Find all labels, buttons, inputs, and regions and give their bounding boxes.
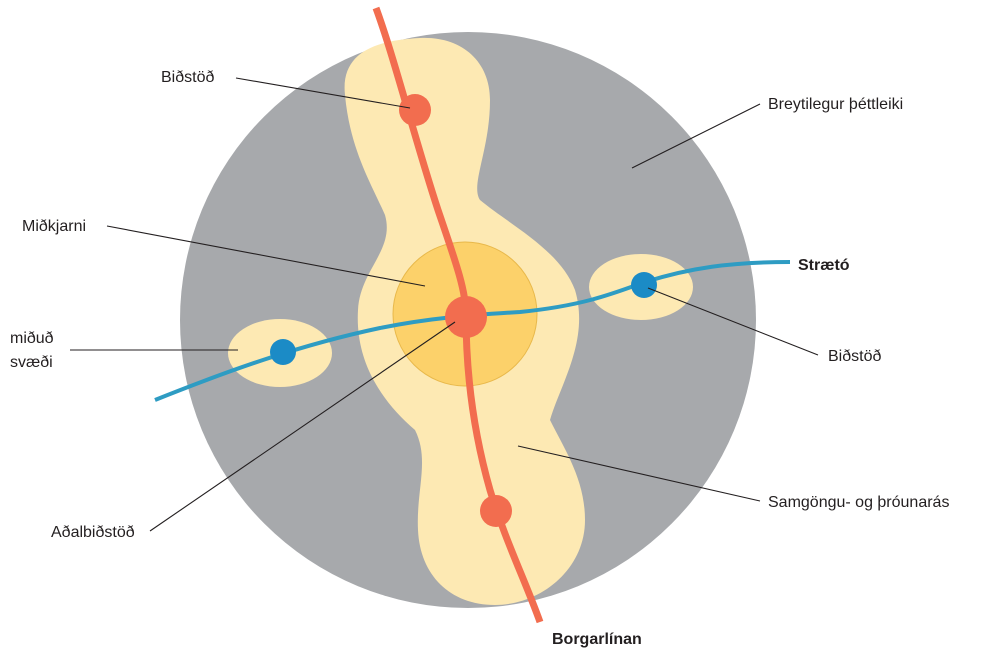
- brt-stop-bottom: [480, 495, 512, 527]
- label-corridor: Samgöngu- og þróunarás: [768, 494, 949, 511]
- leader-main-stop: [149, 321, 456, 532]
- bus-stop-right: [631, 272, 657, 298]
- main-stop: [445, 296, 487, 338]
- bus-stop-left: [270, 339, 296, 365]
- label-core: Miðkjarni: [22, 218, 86, 235]
- leader-corridor: [517, 445, 761, 502]
- label-areas-line1: miðuð: [10, 330, 54, 347]
- label-bus: Strætó: [798, 257, 850, 274]
- leader-variable-density: [631, 103, 761, 169]
- leader-lines: [70, 77, 819, 532]
- label-brt-line: Borgarlínan: [552, 631, 642, 648]
- label-variable-density: Breytilegur þéttleiki: [768, 96, 903, 113]
- leader-core: [106, 225, 426, 287]
- leader-stop-right: [647, 287, 819, 356]
- brt-stop-top: [399, 94, 431, 126]
- label-main-stop: Aðalbiðstöð: [51, 524, 135, 541]
- label-stop-top: Biðstöð: [161, 69, 214, 86]
- leader-stop-top: [235, 77, 411, 109]
- label-stop-right: Biðstöð: [828, 348, 881, 365]
- label-areas-line2: svæði: [10, 354, 53, 371]
